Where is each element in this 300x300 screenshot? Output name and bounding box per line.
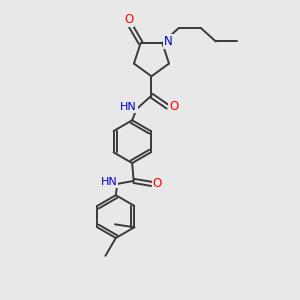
Text: HN: HN [100,177,117,188]
Text: HN: HN [120,103,137,112]
Text: O: O [153,177,162,190]
Text: O: O [124,13,134,26]
Text: N: N [164,35,172,48]
Text: O: O [169,100,178,113]
